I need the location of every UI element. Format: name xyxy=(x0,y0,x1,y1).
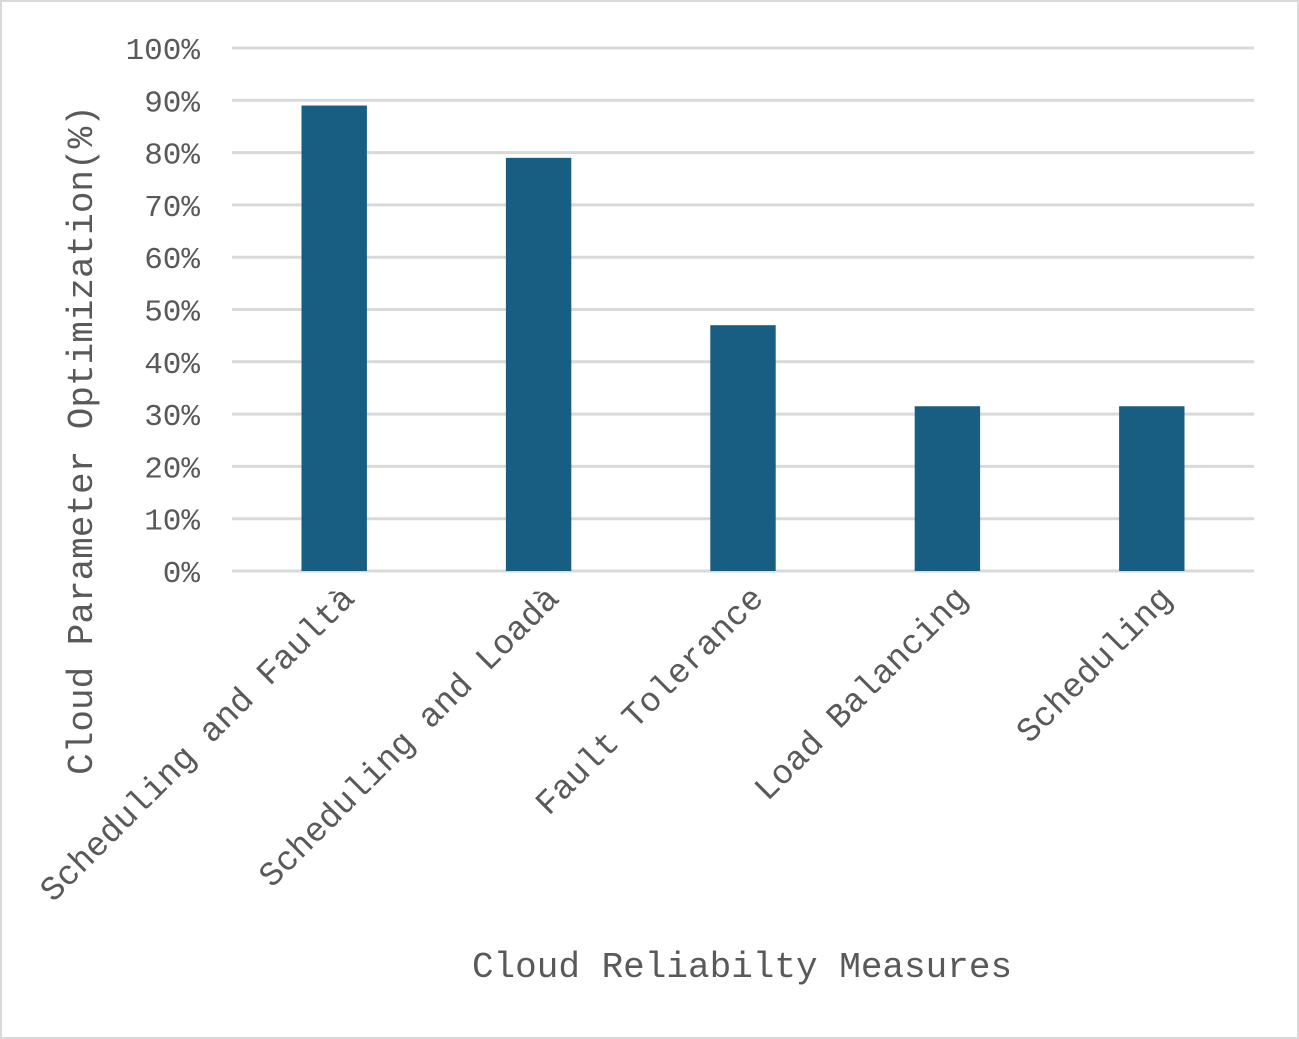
bar xyxy=(1119,406,1185,571)
y-tick-label: 10% xyxy=(144,505,200,540)
y-tick-label: 60% xyxy=(144,243,200,278)
y-tick-label: 80% xyxy=(144,139,200,174)
x-tick-label: Load Balancing xyxy=(748,581,977,810)
y-tick-label: 90% xyxy=(144,86,200,121)
y-axis-title: Cloud Parameter Optimization(%) xyxy=(62,105,103,775)
y-tick-label: 0% xyxy=(163,557,201,592)
bars xyxy=(301,105,1185,571)
y-tick-label: 20% xyxy=(144,452,200,487)
y-tick-label: 70% xyxy=(144,191,200,226)
x-tick-label: Fault Tolerance xyxy=(529,581,772,824)
y-tick-label: 40% xyxy=(144,348,200,383)
y-tick-label: 100% xyxy=(126,34,201,69)
bar xyxy=(301,105,367,571)
bar xyxy=(710,325,776,571)
y-tick-label: 30% xyxy=(144,400,200,435)
bar xyxy=(914,406,981,571)
x-axis-title: Cloud Reliabilty Measures xyxy=(472,947,1012,988)
x-tick-label: Scheduling xyxy=(1010,581,1181,752)
y-axis-tick-labels: 0% 10% 20% 30% 40% 50% 60% 70% 80% 90% 100% xyxy=(126,34,201,592)
y-tick-label: 50% xyxy=(144,296,200,331)
bar xyxy=(505,157,572,571)
